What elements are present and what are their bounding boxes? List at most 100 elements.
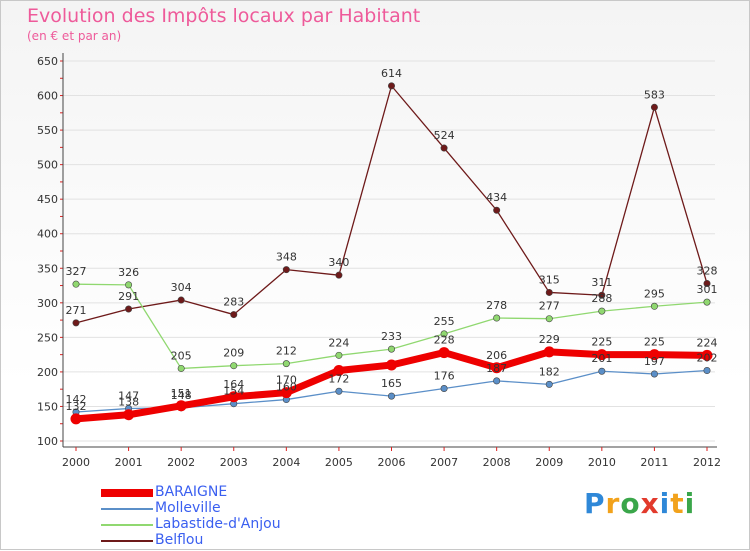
y-tick-label: 150 [37,400,58,413]
data-label: 176 [434,369,455,382]
y-tick-label: 650 [37,55,58,68]
data-label: 224 [697,336,718,349]
data-label: 301 [697,283,718,296]
data-label: 291 [118,290,139,303]
data-point [545,380,553,388]
data-point [703,367,711,375]
data-label: 147 [118,390,139,403]
data-point [545,288,553,296]
data-label: 348 [276,251,297,264]
data-label: 524 [434,129,455,142]
data-label: 165 [381,377,402,390]
y-tick-label: 200 [37,366,58,379]
data-label: 170 [276,374,297,387]
legend-label-molleville: Molleville [155,500,221,516]
data-label: 206 [486,349,507,362]
y-tick-label: 100 [37,435,58,448]
legend-label-baraigne: BARAIGNE [155,484,228,500]
legend-label-labastide: Labastide-d'Anjou [155,516,281,532]
data-label: 311 [591,276,612,289]
data-label: 187 [486,362,507,375]
data-label: 142 [66,393,87,406]
data-label: 225 [644,336,665,349]
data-point [72,319,80,327]
data-point [335,351,343,359]
y-tick-label: 500 [37,159,58,172]
y-tick-label: 350 [37,262,58,275]
data-point [387,82,395,90]
data-label: 271 [66,304,87,317]
logo-letter: r [605,487,621,520]
data-label: 212 [276,345,297,358]
data-point [701,349,713,361]
data-label: 228 [434,334,455,347]
data-label: 327 [66,265,87,278]
data-point [650,370,658,378]
data-point [335,387,343,395]
data-point [440,144,448,152]
axis-layer: 100 150 200 250 300 350 400 450 500 550 600 650 2000… [37,53,721,469]
legend-swatch-baraigne [101,489,153,497]
data-point [440,384,448,392]
data-point [387,345,395,353]
y-tick-label: 550 [37,124,58,137]
chart-subtitle: (en € et par an) [27,29,122,43]
data-label: 340 [328,256,349,269]
data-point [72,280,80,288]
data-point [230,311,238,319]
x-tick-label: 2007 [430,456,458,469]
y-tick-label: 600 [37,90,58,103]
data-point [177,364,185,372]
data-point [493,314,501,322]
data-point [440,330,448,338]
x-tick-label: 2008 [483,456,511,469]
data-label: 172 [328,372,349,385]
data-point [280,387,292,399]
data-point [125,305,133,313]
y-tick-label: 250 [37,331,58,344]
data-label: 164 [223,378,244,391]
x-tick-label: 2010 [588,456,616,469]
data-label: 288 [591,292,612,305]
data-label: 225 [591,336,612,349]
data-point [598,367,606,375]
data-point [703,298,711,306]
data-label: 326 [118,266,139,279]
logo-letter: i [684,487,696,520]
logo-letter: P [584,487,606,520]
label-layer: 271 291 304 283 348 340 614 524 434 315 311 583 328 3… [66,67,718,413]
data-point [175,400,187,412]
data-point [177,296,185,304]
legend-swatch-molleville [101,508,153,510]
x-tick-label: 2005 [325,456,353,469]
data-point [335,271,343,279]
data-point [282,360,290,368]
logo-letter: x [640,487,660,520]
x-tick-label: 2001 [115,456,143,469]
data-label: 182 [539,365,560,378]
data-label: 132 [66,400,87,413]
data-label: 138 [118,396,139,409]
data-label: 197 [644,355,665,368]
data-label: 160 [276,381,297,394]
logo-letter: i [659,487,671,520]
data-point [493,377,501,385]
data-label: 304 [171,281,192,294]
data-point [703,279,711,287]
data-point [333,365,345,377]
data-label: 434 [486,191,507,204]
x-tick-label: 2006 [378,456,406,469]
x-tick-label: 2004 [272,456,300,469]
data-label: 283 [223,296,244,309]
legend-label-belflou: Belflou [155,532,204,548]
x-tick-label: 2011 [640,456,668,469]
logo-letter: o [620,487,641,520]
x-tick-label: 2000 [62,456,90,469]
proxiti-logo: Proxiti [584,487,695,520]
data-label: 205 [171,349,192,362]
data-label: 148 [171,389,192,402]
y-tick-label: 300 [37,297,58,310]
data-label: 154 [223,385,244,398]
